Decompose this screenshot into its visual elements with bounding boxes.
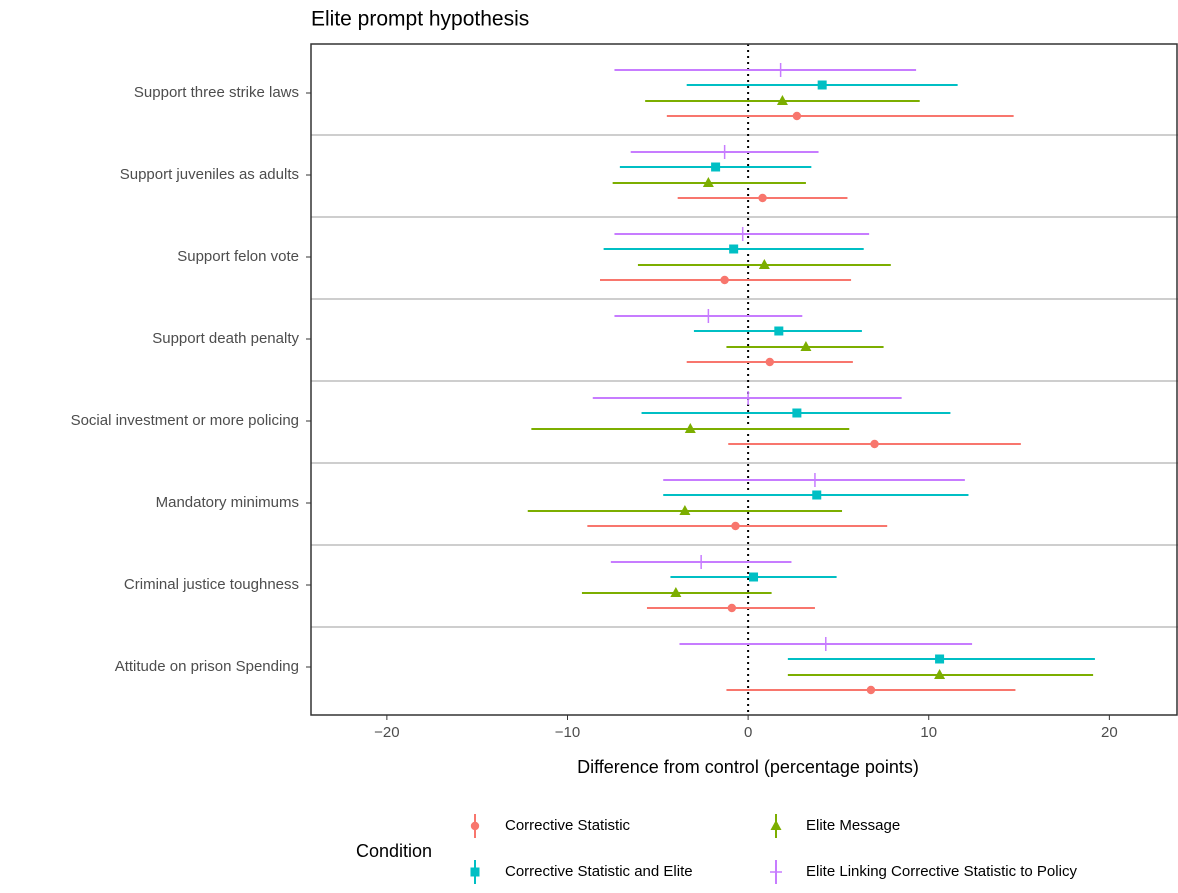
point [736,227,749,241]
legend-label: Corrective Statistic and Elite [505,863,693,880]
point [800,341,812,351]
point [670,587,682,597]
legend-title: Condition [356,841,432,861]
y-tick-label: Social investment or more policing [71,412,299,429]
y-tick-label: Attitude on prison Spending [115,658,299,675]
point [749,572,759,582]
point [792,111,802,121]
point [758,259,770,269]
x-axis-label: Difference from control (percentage poin… [577,757,919,777]
point [695,555,708,569]
y-tick-label: Support felon vote [177,248,299,265]
x-tick-label: 10 [920,724,937,741]
point [742,391,755,405]
point [866,685,876,695]
x-tick-label: −20 [374,724,399,741]
point [702,309,715,323]
point [758,193,767,203]
point [720,275,729,285]
point [819,637,832,651]
point [812,490,822,500]
chart-title: Elite prompt hypothesis [311,8,529,31]
point [808,473,821,487]
x-tick-label: 0 [744,724,752,741]
point [765,357,774,367]
legend-key [470,821,480,831]
point [684,423,696,433]
point [934,669,946,679]
legend-label: Elite Linking Corrective Statistic to Po… [806,863,1077,880]
y-tick-label: Support three strike laws [134,84,299,101]
point [774,63,787,77]
point [702,177,714,187]
point [935,654,945,664]
point [679,505,691,515]
point [774,326,784,336]
legend-label: Corrective Statistic [505,817,631,834]
y-tick-label: Support juveniles as adults [120,166,299,183]
legend-key [770,820,782,830]
point [776,95,788,105]
legend-key [770,865,782,879]
point [731,521,740,531]
panel-border [310,43,1178,716]
point [870,439,879,449]
point [729,244,739,254]
point [718,145,731,159]
y-tick-label: Mandatory minimums [156,494,299,511]
y-tick-label: Support death penalty [152,330,299,347]
x-tick-label: 20 [1101,724,1118,741]
legend-label: Elite Message [806,817,900,834]
x-tick-label: −10 [555,724,580,741]
legend-key [470,867,480,877]
point [711,162,721,172]
point [817,80,827,90]
y-tick-label: Criminal justice toughness [124,576,299,593]
point [727,603,737,613]
point [792,408,802,418]
